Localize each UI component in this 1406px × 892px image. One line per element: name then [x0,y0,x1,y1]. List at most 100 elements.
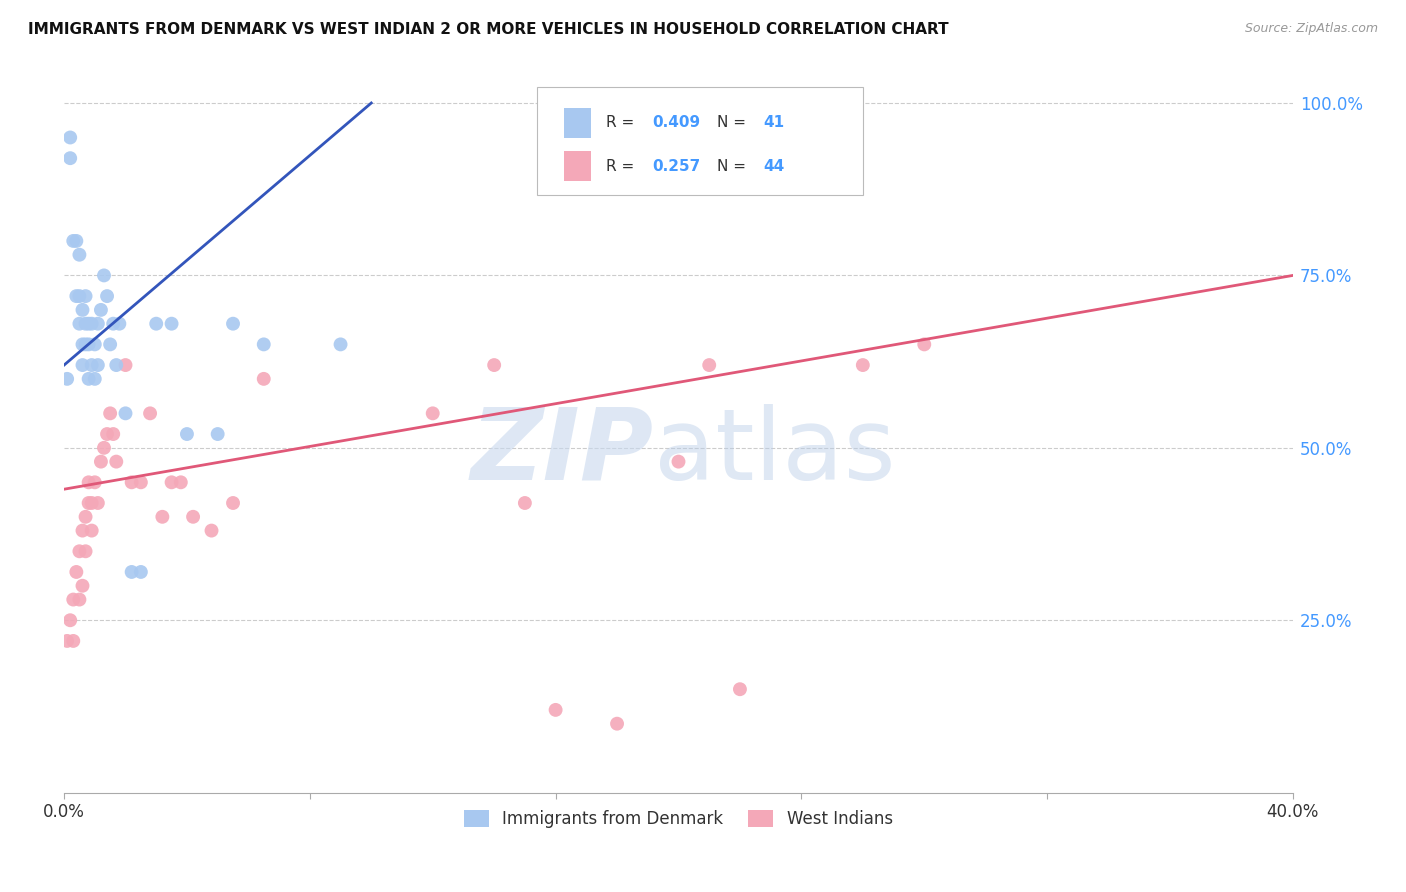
Text: IMMIGRANTS FROM DENMARK VS WEST INDIAN 2 OR MORE VEHICLES IN HOUSEHOLD CORRELATI: IMMIGRANTS FROM DENMARK VS WEST INDIAN 2… [28,22,949,37]
Point [253,372,276,386]
Point [98,337,121,351]
Point [72,302,94,317]
Point [87,317,110,331]
Point [75,337,97,351]
Text: 44: 44 [763,159,785,174]
Point [207,427,229,442]
Point [912,337,935,351]
Point [77,372,100,386]
Point [98,406,121,420]
Text: 0.257: 0.257 [652,159,702,174]
Point [129,475,152,490]
Point [728,682,751,697]
Point [67,317,90,331]
Point [65,289,87,303]
Point [67,289,90,303]
Point [75,544,97,558]
Point [80,524,103,538]
Point [90,455,112,469]
Text: 0.409: 0.409 [652,115,700,130]
Point [103,427,125,442]
Text: R =: R = [606,159,640,174]
Text: ZIP: ZIP [471,404,654,500]
Point [114,406,136,420]
Bar [564,151,592,181]
Point [59,613,82,627]
Point [108,317,131,331]
Point [160,317,183,331]
Point [72,579,94,593]
Point [59,151,82,165]
Point [87,358,110,372]
Point [103,317,125,331]
Point [222,496,245,510]
Point [697,358,720,372]
Text: R =: R = [606,115,640,130]
Point [482,358,505,372]
Text: 41: 41 [763,115,785,130]
Point [62,634,84,648]
Point [65,565,87,579]
Point [200,524,222,538]
Point [72,337,94,351]
Point [83,475,105,490]
Point [56,634,79,648]
Point [96,427,118,442]
Point [67,592,90,607]
Text: Source: ZipAtlas.com: Source: ZipAtlas.com [1244,22,1378,36]
Point [105,358,128,372]
Bar [564,108,592,138]
Point [222,317,245,331]
Point [93,268,115,283]
Point [90,302,112,317]
Point [668,455,690,469]
Point [59,130,82,145]
Text: N =: N = [717,159,751,174]
Point [852,358,875,372]
Point [93,441,115,455]
Point [67,248,90,262]
Point [513,496,536,510]
Legend: Immigrants from Denmark, West Indians: Immigrants from Denmark, West Indians [457,804,900,835]
Point [145,317,167,331]
Point [160,475,183,490]
Point [62,592,84,607]
Point [56,372,79,386]
Point [62,234,84,248]
Point [75,317,97,331]
Point [83,337,105,351]
Point [96,289,118,303]
Point [253,337,276,351]
Point [75,509,97,524]
Point [72,358,94,372]
Point [83,372,105,386]
Point [72,524,94,538]
FancyBboxPatch shape [537,87,863,195]
Point [129,565,152,579]
Point [67,544,90,558]
Point [606,716,628,731]
Point [77,337,100,351]
Point [150,509,173,524]
Point [176,427,198,442]
Point [80,317,103,331]
Point [139,406,162,420]
Point [77,475,100,490]
Point [87,496,110,510]
Point [121,565,143,579]
Text: N =: N = [717,115,751,130]
Point [105,455,128,469]
Point [544,703,567,717]
Point [65,234,87,248]
Point [329,337,352,351]
Point [170,475,193,490]
Point [121,475,143,490]
Point [181,509,204,524]
Text: atlas: atlas [654,404,896,500]
Point [77,317,100,331]
Point [422,406,444,420]
Point [77,496,100,510]
Point [114,358,136,372]
Point [80,358,103,372]
Point [80,496,103,510]
